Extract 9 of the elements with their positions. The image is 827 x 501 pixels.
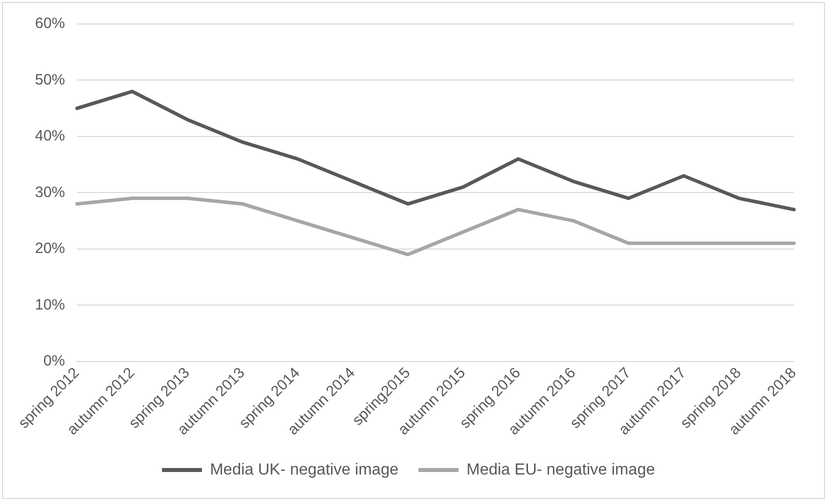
y-tick-label: 50% — [34, 71, 66, 88]
y-tick-label: 10% — [34, 296, 66, 314]
legend-label: Media UK- negative image — [210, 461, 399, 478]
y-tick-label: 0% — [43, 352, 66, 370]
y-tick-label: 40% — [34, 128, 66, 145]
y-tick-label: 60% — [34, 15, 66, 32]
y-tick-label: 20% — [34, 240, 66, 258]
legend-label: Media EU- negative image — [466, 461, 656, 478]
y-tick-label: 30% — [34, 184, 66, 201]
